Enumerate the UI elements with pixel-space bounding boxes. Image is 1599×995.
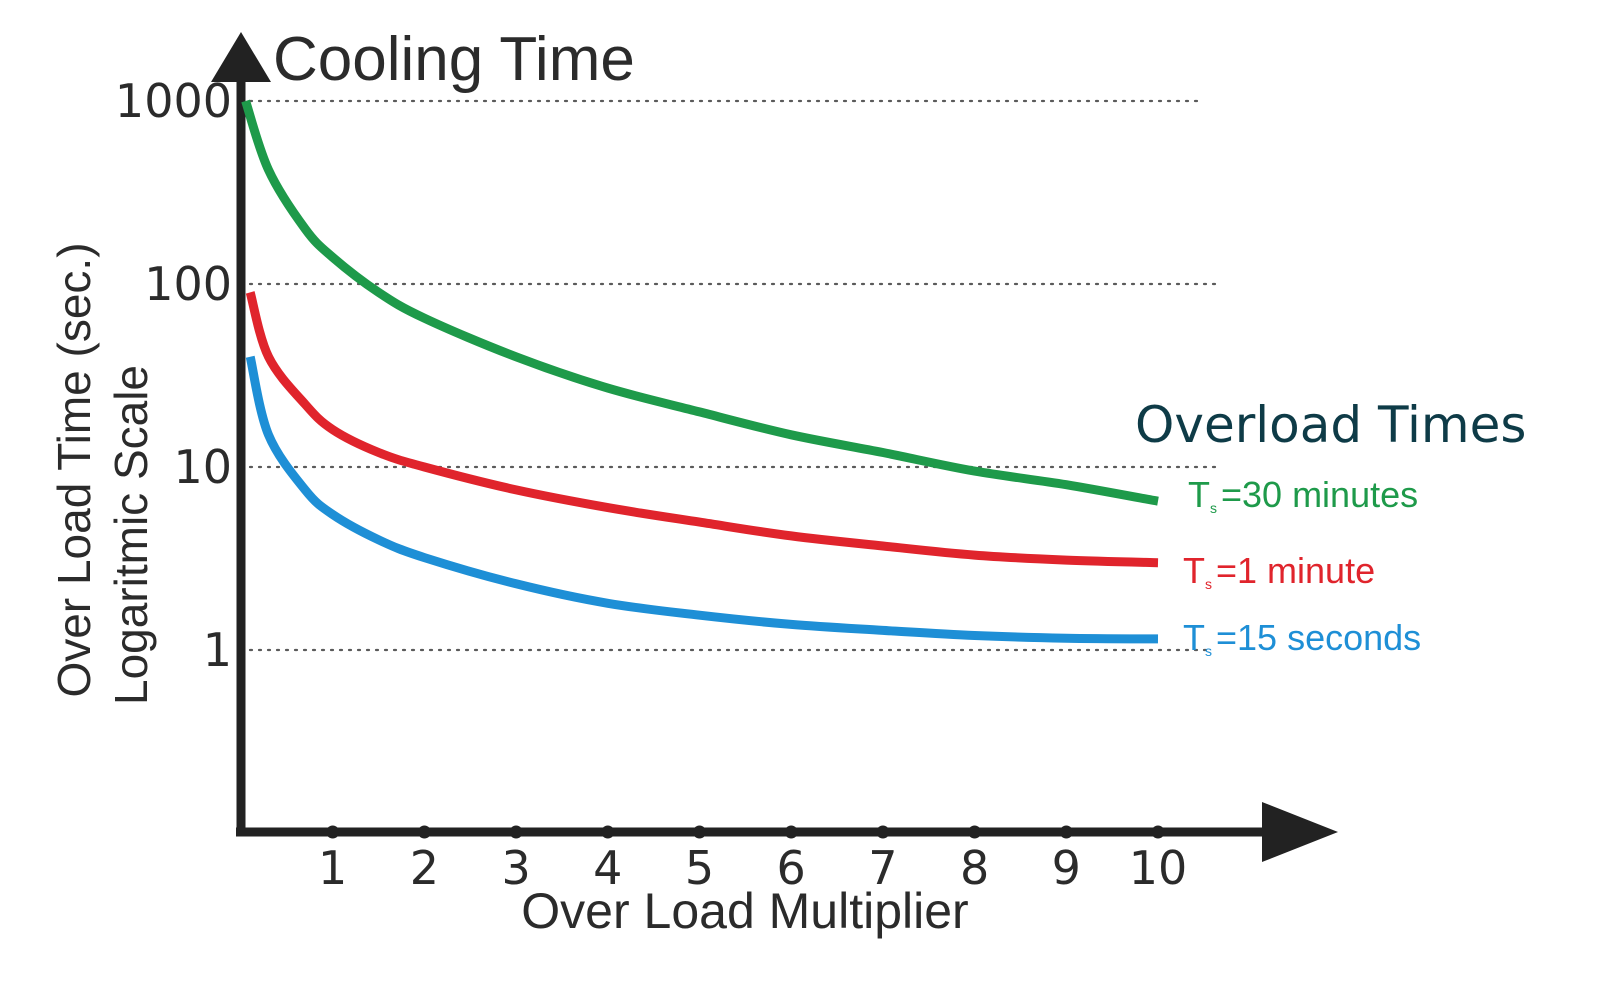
y-axis-label-line1: Over Load Time (sec.): [48, 242, 100, 697]
x-tick-dot: [968, 825, 982, 839]
y-axis-label-group-2: Logaritmic Scale: [105, 365, 157, 705]
x-tick-dot: [509, 825, 523, 839]
series-30-minutes-line: [241, 99, 1159, 506]
x-tick-label: 10: [1129, 841, 1188, 895]
x-tick-label: 8: [960, 841, 989, 895]
x-tick-dot: [417, 825, 431, 839]
legend-title: Overload Times: [1135, 396, 1526, 454]
series-label: Ts =1 minute: [1183, 550, 1375, 592]
y-axis-label-group: Over Load Time (sec.): [48, 242, 100, 697]
y-tick-labels: 1000 100 10 1: [115, 74, 232, 677]
x-tick-label: 4: [593, 841, 622, 895]
y-tick-label: 1: [203, 623, 232, 677]
x-axis-label: Over Load Multiplier: [521, 883, 968, 939]
y-tick-label: 1000: [115, 74, 232, 128]
y-axis-arrowhead: [211, 32, 271, 82]
x-tick-dot: [1151, 825, 1165, 839]
x-tick-dot: [601, 825, 615, 839]
x-tick-labels: 1 2 3 4 5 6 7 8 9 10: [318, 825, 1188, 895]
x-tick-label: 6: [777, 841, 806, 895]
series-label: Ts =30 minutes: [1188, 474, 1418, 516]
y-tick-label: 100: [144, 257, 232, 311]
series-15-seconds-line: [245, 355, 1159, 644]
axes: [211, 32, 1338, 862]
x-tick-label: 3: [501, 841, 530, 895]
series-1-minute-line: [245, 291, 1159, 568]
x-tick-dot: [876, 825, 890, 839]
x-tick-dot: [693, 825, 706, 839]
x-tick-dot: [326, 825, 340, 839]
x-tick-dot: [784, 825, 798, 839]
grid-lines: [248, 99, 1222, 652]
y-axis-label-line2: Logaritmic Scale: [105, 365, 157, 705]
x-tick-label: 9: [1052, 841, 1081, 895]
chart-title: Cooling Time: [273, 25, 635, 94]
series-lines: [241, 99, 1159, 644]
x-tick-label: 7: [868, 841, 897, 895]
x-tick-label: 2: [410, 841, 439, 895]
x-tick-label: 1: [318, 841, 347, 895]
x-tick-label: 5: [685, 841, 714, 895]
series-labels: Ts =30 minutes Ts =1 minute Ts =15 seconds: [1183, 474, 1421, 659]
x-tick-dot: [1059, 825, 1073, 839]
x-axis-arrowhead: [1262, 802, 1338, 862]
series-label: Ts =15 seconds: [1183, 617, 1421, 659]
y-tick-label: 10: [173, 440, 232, 494]
